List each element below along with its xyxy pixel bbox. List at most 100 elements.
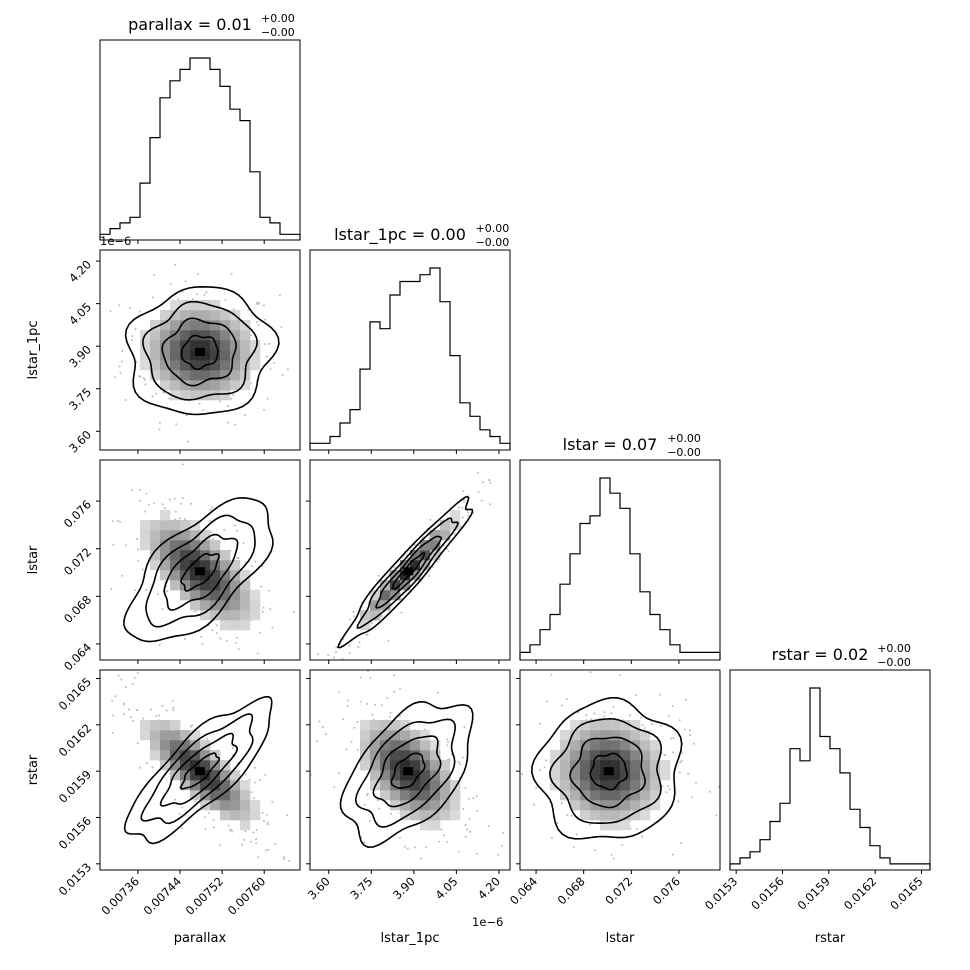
density-cell [160, 520, 171, 531]
scatter-point [144, 383, 147, 386]
density-peak [603, 767, 614, 776]
scatter-point [172, 709, 175, 712]
density-cell [620, 790, 631, 801]
scatter-point [263, 408, 266, 411]
x-tick-label: 4.20 [475, 874, 503, 902]
density-cell [210, 570, 221, 581]
scatter-point [185, 414, 188, 417]
scatter-point [475, 852, 478, 855]
density-cell [220, 310, 231, 321]
density-cell [440, 760, 451, 771]
density-cell [450, 510, 461, 521]
scatter-point [619, 674, 622, 677]
density-cell [630, 810, 641, 821]
scatter-point [183, 637, 186, 640]
title-text: parallax = 0.01 [128, 15, 252, 34]
density-cell [620, 800, 631, 811]
scatter-point [425, 846, 428, 848]
density-cell [220, 330, 231, 341]
panel-rstar-vs-parallax [99, 669, 301, 871]
scatter-point [476, 809, 479, 812]
density-cell [140, 540, 151, 551]
density-cell [150, 730, 161, 741]
scatter-point [305, 424, 307, 426]
scatter-point [137, 559, 140, 562]
density-cell [200, 580, 211, 591]
scatter-point [345, 748, 348, 751]
scatter-point [88, 469, 90, 471]
scatter-point [145, 492, 148, 495]
scatter-point [545, 759, 548, 762]
density-cell [150, 720, 161, 731]
scatter-point [257, 324, 260, 326]
density-cell [200, 350, 211, 361]
scatter-point [462, 807, 465, 810]
scatter-point [612, 857, 615, 860]
y-tick-label: 0.0159 [56, 767, 94, 805]
x-axis-label-lstar: lstar [606, 931, 635, 946]
scatter-point [560, 802, 563, 805]
scatter-point [257, 856, 259, 859]
scatter-point [142, 377, 145, 379]
density-cell [360, 740, 371, 751]
density-cell [160, 530, 171, 541]
density-cell [220, 570, 231, 581]
scatter-point [281, 374, 284, 376]
scatter-point [215, 624, 218, 627]
density-cell [570, 800, 581, 811]
density-cell [430, 740, 441, 751]
density-cell [580, 790, 591, 801]
density-cell [220, 790, 231, 801]
contour-level-2 [159, 732, 239, 807]
scatter-point [131, 335, 134, 337]
panel-title: rstar = 0.02 +0.00−0.00 [772, 642, 911, 669]
scatter-point [121, 360, 123, 363]
density-cell [240, 810, 251, 821]
scatter-point [539, 722, 542, 725]
scatter-point [212, 826, 215, 829]
scatter-point [477, 491, 480, 493]
scatter-point [489, 503, 492, 506]
scatter-point [139, 375, 142, 378]
scatter-point [356, 749, 359, 751]
scatter-point [324, 733, 327, 736]
scatter-point [225, 639, 228, 642]
scatter-point [168, 498, 171, 501]
histogram-lstar_1pc: lstar_1pc = 0.00 +0.00−0.00 [309, 222, 511, 451]
scatter-point [158, 714, 161, 717]
panel-frame [519, 459, 721, 661]
density-cell [180, 530, 191, 541]
title-lower-error: −0.00 [877, 656, 911, 669]
density-cell [600, 820, 611, 831]
density-cell [180, 570, 191, 581]
panel-lstar_1pc-vs-parallax [99, 249, 307, 451]
scatter-point [181, 806, 184, 809]
density-cell [160, 750, 171, 761]
density-cell [580, 740, 591, 751]
density-cell [180, 740, 191, 751]
scatter-point [322, 675, 324, 677]
density-cell [630, 800, 641, 811]
scatter-point [400, 611, 403, 614]
scatter-point [204, 816, 206, 819]
scatter-point [683, 728, 686, 731]
density-cell [390, 730, 401, 741]
scatter-point [161, 503, 164, 506]
density-cell [190, 550, 201, 561]
density-cell [420, 550, 431, 561]
scatter-point [517, 766, 519, 768]
density-cell [220, 810, 231, 821]
density-cell [210, 790, 221, 801]
density-cell [420, 800, 431, 811]
density-cell [230, 620, 241, 631]
density-cell [560, 770, 571, 781]
scatter-point [264, 318, 267, 321]
scatter-point [722, 791, 724, 793]
scatter-point [151, 296, 154, 299]
panel-title: parallax = 0.01 +0.00−0.00 [128, 12, 295, 39]
density-cell [220, 370, 231, 381]
density-cell [210, 540, 221, 551]
scatter-point [448, 758, 451, 761]
scatter-point [161, 608, 164, 611]
density-cell [210, 770, 221, 781]
